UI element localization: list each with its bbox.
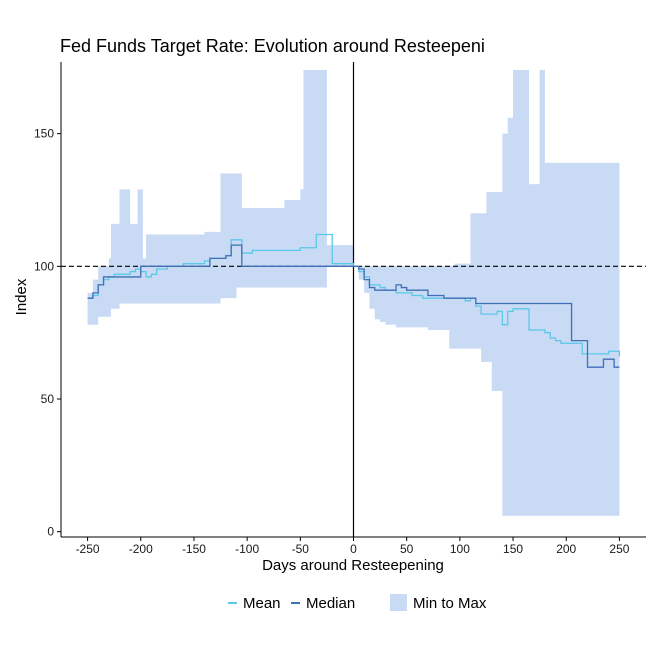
- x-tick-label: 250: [609, 542, 629, 556]
- series-line-median: [87, 244, 620, 368]
- x-tick-label: -100: [235, 542, 259, 556]
- legend-label-median: Median: [306, 595, 355, 612]
- x-tick-label: -50: [292, 542, 310, 556]
- y-tick-label: 0: [47, 525, 54, 539]
- x-tick-label: 0: [350, 542, 357, 556]
- min-max-band: [87, 69, 620, 516]
- x-tick-label: 200: [556, 542, 576, 556]
- x-tick-label: -150: [182, 542, 206, 556]
- legend-label-band: Min to Max: [413, 595, 487, 612]
- plot-area: [61, 62, 646, 537]
- y-tick-label: 50: [41, 392, 55, 406]
- legend: Mean Median Min to Max: [228, 594, 487, 612]
- chart-title: Fed Funds Target Rate: Evolution around …: [60, 36, 485, 56]
- y-tick-label: 100: [34, 259, 54, 273]
- x-axis-title: Days around Resteepening: [262, 557, 444, 574]
- x-tick-label: -200: [129, 542, 153, 556]
- x-tick-label: 50: [400, 542, 414, 556]
- legend-key-band: [390, 594, 407, 611]
- axes: -250 -200 -150 -100 -50 0 50 100 150 200 250 0 50 100…: [34, 62, 646, 556]
- legend-label-mean: Mean: [243, 595, 281, 612]
- x-tick-label: 100: [450, 542, 470, 556]
- y-axis-title: Index: [13, 278, 30, 315]
- x-tick-label: -250: [76, 542, 100, 556]
- x-tick-label: 150: [503, 542, 523, 556]
- y-tick-label: 150: [34, 127, 54, 141]
